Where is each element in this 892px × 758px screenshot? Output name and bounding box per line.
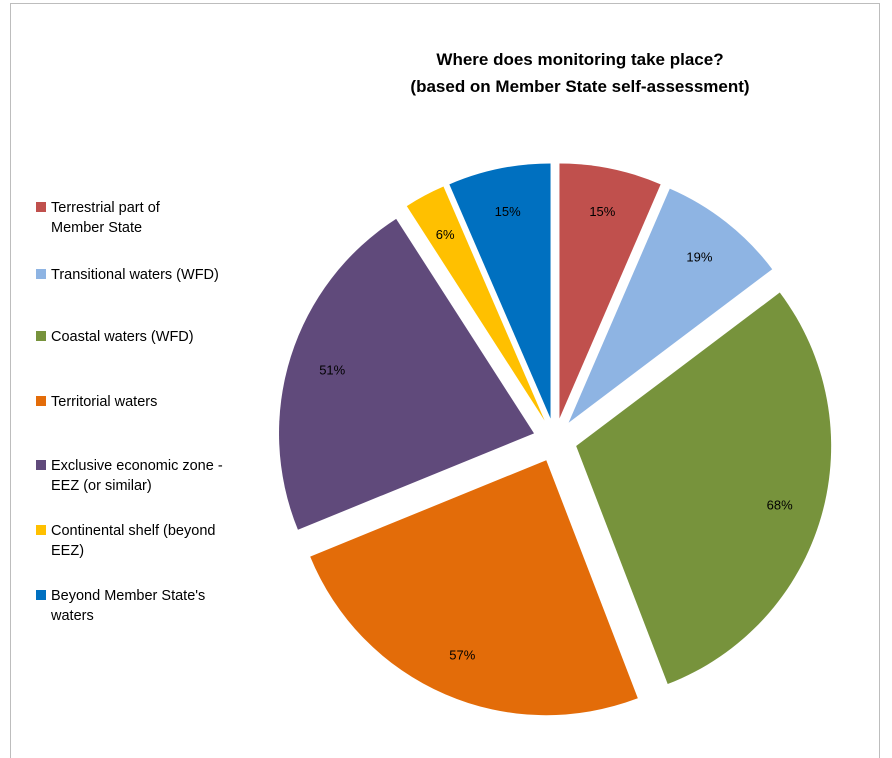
- legend-swatch-beyond: [36, 590, 46, 600]
- legend-label-terrestrial: Terrestrial part of Member State: [51, 198, 276, 238]
- legend-label-eez: Exclusive economic zone - EEZ (or simila…: [51, 456, 276, 496]
- data-label-territorial: 57%: [449, 647, 475, 662]
- data-label-transitional: 19%: [686, 249, 712, 264]
- legend-label-continental-shelf-line-2: EEZ): [51, 543, 85, 559]
- legend-label-transitional: Transitional waters (WFD): [51, 265, 276, 285]
- pie-slice-continental-shelf: [406, 186, 545, 421]
- legend-swatch-terrestrial: [36, 202, 46, 212]
- chart-title-line-1: Where does monitoring take place?: [436, 50, 724, 69]
- data-label-eez: 51%: [319, 363, 345, 378]
- legend-label-eez-line-2: EEZ (or similar): [51, 478, 152, 494]
- data-label-beyond: 15%: [495, 204, 521, 219]
- pie-slice-beyond: [449, 163, 551, 419]
- pie-slice-transitional: [568, 188, 773, 423]
- chart-title: Where does monitoring take place? (based…: [300, 46, 860, 100]
- pie-slice-terrestrial: [559, 163, 661, 419]
- legend-label-continental-shelf: Continental shelf (beyond EEZ): [51, 521, 276, 561]
- legend-swatch-transitional: [36, 269, 46, 279]
- legend-label-transitional-line-1: Transitional waters (WFD): [51, 267, 219, 283]
- legend-label-terrestrial-line-2: Member State: [51, 220, 143, 236]
- legend-label-territorial-line-1: Territorial waters: [51, 394, 158, 410]
- legend-label-beyond: Beyond Member State's waters: [51, 586, 276, 626]
- legend-label-beyond-line-1: Beyond Member State's: [51, 588, 206, 604]
- data-label-coastal: 68%: [767, 497, 793, 512]
- legend-label-continental-shelf-line-1: Continental shelf (beyond: [51, 523, 216, 539]
- legend-label-coastal-line-1: Coastal waters (WFD): [51, 329, 194, 345]
- data-label-continental-shelf: 6%: [436, 227, 455, 242]
- chart-title-line-2: (based on Member State self-assessment): [410, 77, 750, 96]
- pie-slice-eez: [279, 218, 535, 530]
- legend-label-coastal: Coastal waters (WFD): [51, 327, 276, 347]
- pie-slice-coastal: [576, 292, 832, 685]
- pie-slice-territorial: [310, 460, 638, 716]
- legend-label-terrestrial-line-1: Terrestrial part of: [51, 200, 160, 216]
- legend-swatch-eez: [36, 460, 46, 470]
- legend-label-eez-line-1: Exclusive economic zone -: [51, 458, 223, 474]
- data-label-terrestrial: 15%: [589, 204, 615, 219]
- legend-swatch-continental-shelf: [36, 525, 46, 535]
- legend-label-territorial: Territorial waters: [51, 392, 276, 412]
- legend-label-beyond-line-2: waters: [51, 608, 94, 624]
- legend-swatch-coastal: [36, 331, 46, 341]
- legend-swatch-territorial: [36, 396, 46, 406]
